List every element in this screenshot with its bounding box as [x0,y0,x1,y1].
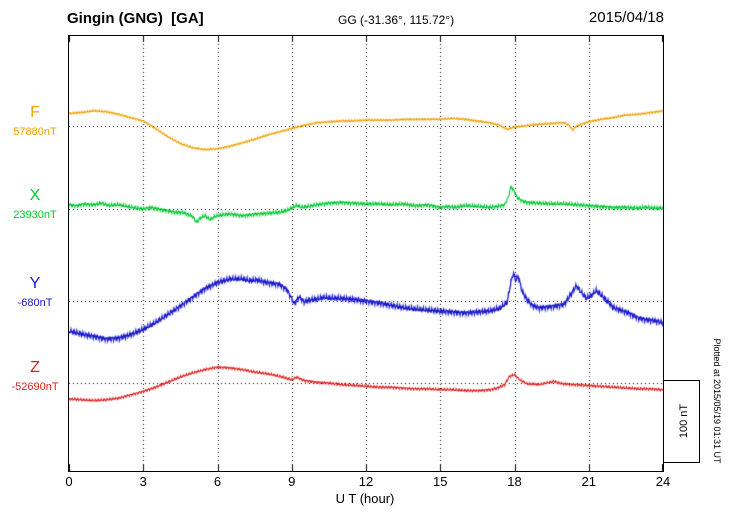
x-axis-tick-label: 6 [213,474,222,489]
x-axis-tick-label: 21 [581,474,596,489]
scale-bar-bottom-cap [663,462,700,463]
scale-bar-label: 100 nT [678,403,690,439]
component-base-value: -680nT [17,297,53,309]
component-label-X: X 23930nT [6,188,64,221]
component-base-value: -52690nT [11,381,59,393]
x-axis-tick-label: 12 [358,474,374,489]
x-axis-tick-label: 0 [65,474,73,489]
plotted-at-credit: Plotted at 2015/05/19 01:31 UT [712,338,722,464]
component-letter: F [30,104,40,121]
scale-bar-line [699,380,700,463]
component-label-F: F 57880nT [6,105,64,138]
component-letter: Y [29,275,41,292]
component-label-Z: Z -52690nT [6,360,64,393]
component-letter: X [29,187,41,204]
x-axis-tick-label: 9 [288,474,296,489]
x-axis-tick-label: 15 [433,474,448,489]
component-base-value: 57880nT [13,126,57,138]
x-axis-tick-label: 18 [507,474,522,489]
station-title: Gingin (GNG) [GA] [67,10,204,27]
magnetogram-canvas [69,36,663,471]
plot-area [68,35,664,472]
x-axis-tick-label: 24 [655,474,671,489]
x-axis-title: U T (hour) [335,491,395,506]
x-axis-tick-label: 3 [139,474,147,489]
component-letter: Z [30,359,40,376]
plot-date: 2015/04/18 [588,9,664,26]
x-axis-tick-labels: 0 3 6 9 12 15 18 21 24 [65,474,670,490]
component-base-value: 23930nT [13,209,57,221]
component-label-Y: Y -680nT [6,276,64,309]
scale-bar-top-cap [663,380,700,381]
geomagnetic-coordinates: GG (-31.36°, 115.72°) [338,13,455,27]
